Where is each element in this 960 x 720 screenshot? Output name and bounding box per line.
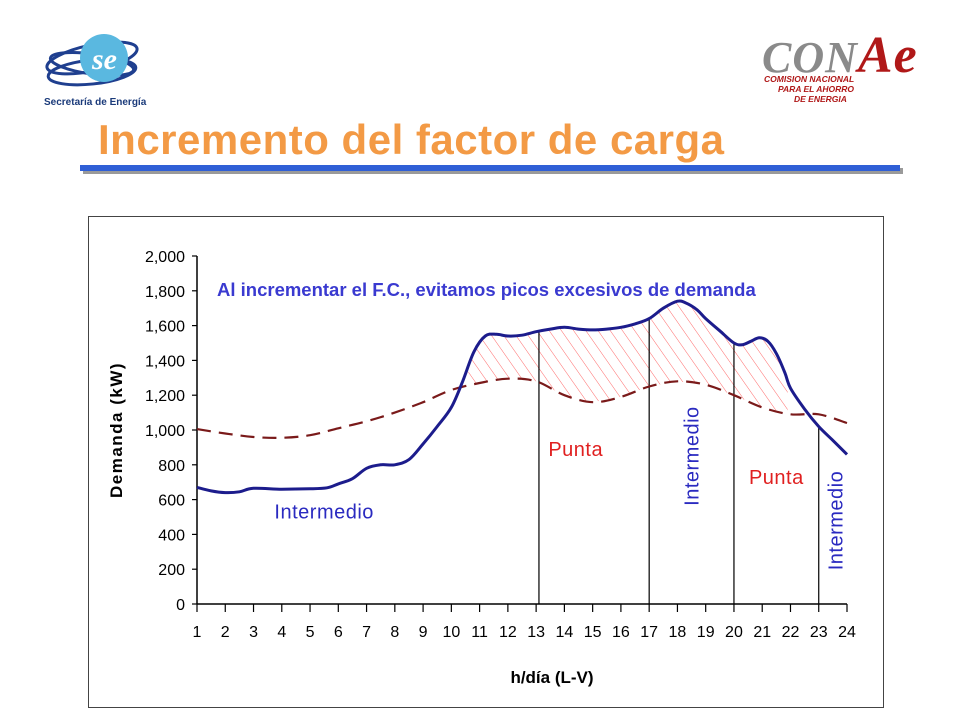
x-tick-label: 3 xyxy=(249,624,258,641)
period-label: Intermedio xyxy=(682,406,704,506)
conae-line-2: PARA EL AHORRO xyxy=(778,84,855,94)
chart-frame xyxy=(88,216,884,708)
conae-logo-word: CON xyxy=(762,33,858,82)
x-tick-label: 14 xyxy=(555,624,573,641)
conae-logo-subtitle: COMISION NACIONAL PARA EL AHORRO DE ENER… xyxy=(764,74,854,104)
y-tick-label: 1,200 xyxy=(145,388,185,405)
title-underline xyxy=(80,165,900,171)
conae-logo: CONAe xyxy=(762,26,918,85)
y-tick-label: 200 xyxy=(158,562,185,579)
x-tick-label: 7 xyxy=(362,624,371,641)
y-tick-label: 2,000 xyxy=(145,249,185,266)
x-tick-label: 19 xyxy=(697,624,715,641)
x-tick-label: 10 xyxy=(442,624,460,641)
secretaria-energia-logo: se xyxy=(45,34,139,87)
x-tick-label: 22 xyxy=(782,624,800,641)
x-tick-label: 1 xyxy=(193,624,202,641)
x-tick-label: 21 xyxy=(753,624,771,641)
y-tick-label: 0 xyxy=(176,597,185,614)
period-label: Punta xyxy=(749,467,804,489)
period-label: Intermedio xyxy=(274,502,374,524)
x-tick-label: 12 xyxy=(499,624,517,641)
x-tick-label: 5 xyxy=(306,624,315,641)
x-tick-label: 9 xyxy=(419,624,428,641)
x-tick-label: 18 xyxy=(669,624,687,641)
period-label: Punta xyxy=(548,439,603,461)
target-demand-line xyxy=(196,377,848,439)
x-tick-label: 15 xyxy=(584,624,602,641)
actual-demand-line xyxy=(196,299,849,495)
x-tick-label: 8 xyxy=(390,624,399,641)
secretaria-logo-caption: Secretaría de Energía xyxy=(44,97,147,108)
x-tick-label: 23 xyxy=(810,624,828,641)
conae-line-3: DE ENERGIA xyxy=(794,94,847,104)
y-tick-label: 1,400 xyxy=(145,353,185,370)
y-tick-label: 1,600 xyxy=(145,319,185,336)
x-axis-title: h/día (L-V) xyxy=(510,668,593,687)
conae-logo-accent: Ae xyxy=(857,27,918,84)
y-tick-label: 800 xyxy=(158,458,185,475)
y-tick-label: 600 xyxy=(158,493,185,510)
x-tick-label: 24 xyxy=(838,624,856,641)
x-tick-label: 13 xyxy=(527,624,545,641)
svg-text:se: se xyxy=(91,43,117,76)
x-tick-label: 2 xyxy=(221,624,230,641)
conae-line-1: COMISION NACIONAL xyxy=(764,74,855,84)
x-tick-label: 6 xyxy=(334,624,343,641)
x-tick-label: 11 xyxy=(471,624,488,641)
x-tick-label: 16 xyxy=(612,624,630,641)
x-tick-label: 20 xyxy=(725,624,743,641)
chart-annotation: Al incrementar el F.C., evitamos picos e… xyxy=(217,279,756,300)
y-tick-label: 1,800 xyxy=(145,284,185,301)
slide-title: Incremento del factor de carga xyxy=(98,116,725,163)
x-tick-label: 17 xyxy=(640,624,658,641)
y-axis-title: Demanda (kW) xyxy=(107,362,126,498)
x-tick-label: 4 xyxy=(277,624,286,641)
y-tick-label: 1,000 xyxy=(145,423,185,440)
period-label: Intermedio xyxy=(826,471,848,571)
y-tick-label: 400 xyxy=(158,527,185,544)
